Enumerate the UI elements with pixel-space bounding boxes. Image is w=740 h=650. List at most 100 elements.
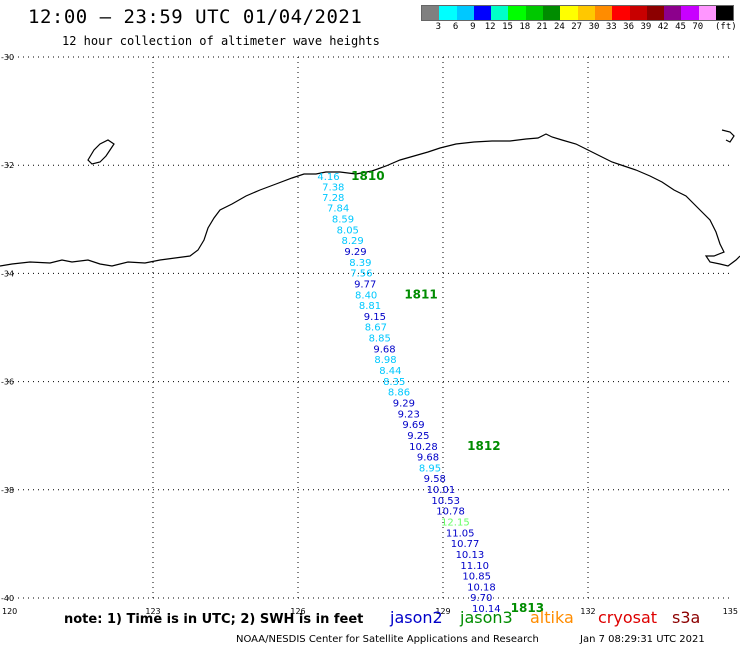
color-scale-unit: (ft) xyxy=(715,22,737,32)
color-swatch xyxy=(491,6,509,20)
track-time-label: 1812 xyxy=(467,439,500,453)
wave-height-value: 9.77 xyxy=(354,279,376,290)
color-scale-label: 3 xyxy=(435,22,442,32)
longitude-tick-label: 123 xyxy=(145,607,160,616)
color-swatch xyxy=(560,6,578,20)
wave-height-value: 10.77 xyxy=(451,539,480,550)
wave-height-value: 10.78 xyxy=(436,507,465,518)
axis-tick-labels: -30 -32 -34 -36 -38 -40 123 126 129 132 120 135 xyxy=(1,53,738,616)
wave-height-value: 9.29 xyxy=(344,247,366,258)
color-scale-label: 24 xyxy=(553,22,565,32)
track-time-label: 1810 xyxy=(351,169,384,183)
color-scale-label: 18 xyxy=(519,22,531,32)
wave-height-value: 9.68 xyxy=(417,453,439,464)
wave-height-value: 10.85 xyxy=(462,572,491,583)
color-swatch xyxy=(473,6,492,20)
footer-note: note: 1) Time is in UTC; 2) SWH is in fe… xyxy=(64,612,364,627)
satellite-legend-jason3: jason3 xyxy=(460,608,513,627)
color-scale-label: 12 xyxy=(484,22,496,32)
wave-height-value: 9.58 xyxy=(424,474,446,485)
color-swatch xyxy=(629,6,647,20)
satellite-legend-cryosat: cryosat xyxy=(598,608,658,627)
color-scale-label: 42 xyxy=(657,22,669,32)
generated-timestamp: Jan 7 08:29:31 UTC 2021 xyxy=(580,634,705,645)
wave-height-value: 8.81 xyxy=(359,301,381,312)
coastline-eastern-fragment xyxy=(721,129,735,143)
color-swatch xyxy=(594,6,613,20)
track-time-label: 1811 xyxy=(404,287,437,301)
color-swatch xyxy=(612,6,630,20)
color-swatch xyxy=(456,6,474,20)
longitude-corner-label-right: 135 xyxy=(723,607,738,616)
wave-height-value: 10.14 xyxy=(472,604,501,615)
longitude-tick-label: 126 xyxy=(290,607,305,616)
wave-height-value: 10.53 xyxy=(431,496,460,507)
latitude-tick-label: -38 xyxy=(1,486,14,495)
color-swatch xyxy=(681,6,699,20)
longitude-tick-label: 129 xyxy=(435,607,450,616)
wave-height-color-scale xyxy=(421,5,735,21)
wave-height-value: 10.13 xyxy=(456,550,485,561)
color-swatch xyxy=(646,6,665,20)
map-subtitle: 12 hour collection of altimeter wave hei… xyxy=(62,34,380,48)
color-swatch xyxy=(508,6,526,20)
latitude-tick-label: -40 xyxy=(1,594,14,603)
color-scale-label: 21 xyxy=(536,22,548,32)
wave-height-value: 8.44 xyxy=(379,366,401,377)
wave-height-value: 8.67 xyxy=(365,323,387,334)
color-scale-label: 36 xyxy=(623,22,635,32)
wave-height-value: 8.35 xyxy=(383,377,405,388)
wave-height-value: 9.69 xyxy=(402,420,424,431)
wave-height-value: 9.23 xyxy=(398,409,420,420)
wave-height-value: 9.70 xyxy=(470,593,492,604)
color-swatch xyxy=(664,6,682,20)
color-scale-label: 45 xyxy=(675,22,686,32)
wave-height-value: 9.29 xyxy=(393,398,415,409)
longitude-corner-label-left: 120 xyxy=(2,607,17,616)
satellite-legend-s3a: s3a xyxy=(672,608,701,627)
wave-height-value: 8.86 xyxy=(388,388,410,399)
color-swatch xyxy=(525,6,544,20)
color-swatch xyxy=(716,6,734,20)
color-swatch xyxy=(577,6,595,20)
coastline-south-australia xyxy=(0,133,740,267)
color-scale-label: 70 xyxy=(692,22,704,32)
wave-height-value: 4.16 xyxy=(317,172,339,183)
satellite-legend-altika: altika xyxy=(530,608,574,627)
coastline-kangaroo-island xyxy=(87,139,115,165)
wave-height-value: 7.38 xyxy=(322,183,344,194)
latitude-tick-label: -32 xyxy=(1,161,14,170)
credit-line: NOAA/NESDIS Center for Satellite Applica… xyxy=(236,634,539,645)
track-time-label: 1813 xyxy=(511,601,544,615)
wave-height-value: 11.10 xyxy=(460,561,489,572)
map-title: 12:00 – 23:59 UTC 01/04/2021 xyxy=(28,6,363,28)
wave-height-value: 8.85 xyxy=(369,334,391,345)
wave-height-value: 8.05 xyxy=(337,225,359,236)
longitude-tick-label: 132 xyxy=(580,607,595,616)
color-scale-label: 6 xyxy=(452,22,459,32)
color-scale-label: 9 xyxy=(470,22,476,32)
color-swatch xyxy=(439,6,457,20)
wave-height-value: 12.15 xyxy=(441,518,470,529)
color-scale-label: 39 xyxy=(640,22,652,32)
color-swatch xyxy=(698,6,717,20)
wave-height-value: 10.28 xyxy=(409,442,438,453)
wave-height-value: 10.01 xyxy=(427,485,456,496)
color-scale-label: 15 xyxy=(502,22,513,32)
wave-height-value: 8.39 xyxy=(349,258,371,269)
wave-height-value: 9.68 xyxy=(373,344,395,355)
wave-height-value: 7.84 xyxy=(327,204,349,215)
wave-height-value: 9.25 xyxy=(407,431,429,442)
wave-height-value: 11.05 xyxy=(446,528,475,539)
latitude-tick-label: -34 xyxy=(1,269,14,278)
color-swatch xyxy=(543,6,561,20)
wave-height-value: 8.95 xyxy=(419,463,441,474)
wave-height-value: 7.56 xyxy=(350,269,372,280)
lat-lon-grid xyxy=(8,56,733,599)
color-swatch xyxy=(422,6,440,20)
wave-height-value: 9.15 xyxy=(364,312,386,323)
color-scale-label: 30 xyxy=(588,22,600,32)
wave-height-value: 8.29 xyxy=(342,236,364,247)
